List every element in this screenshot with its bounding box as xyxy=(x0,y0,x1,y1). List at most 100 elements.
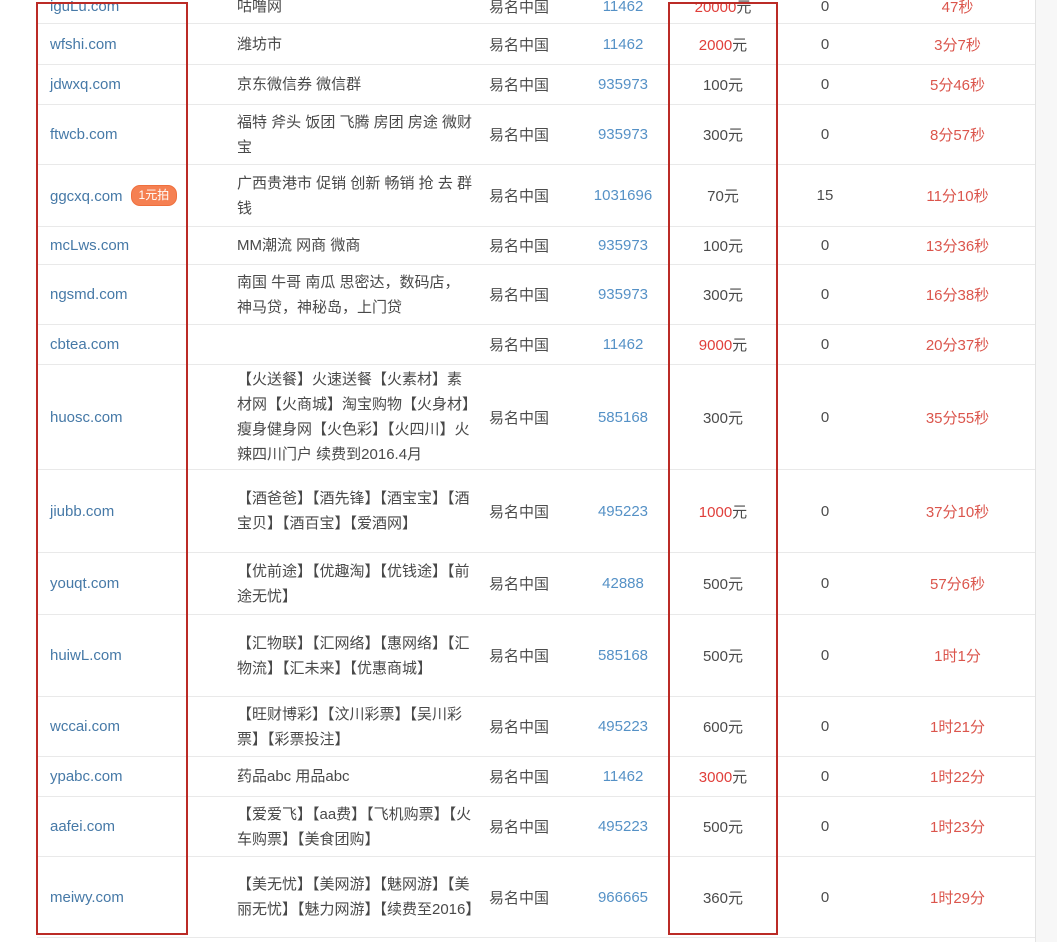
time-remaining: 37分10秒 xyxy=(925,503,990,521)
price-value: 2000 xyxy=(698,36,733,54)
domain-link[interactable]: iguLu.com xyxy=(50,0,120,15)
time-remaining-cell: 1时21分 xyxy=(880,716,1035,737)
bid-count: 0 xyxy=(820,0,830,15)
platform-label: 易名中国 xyxy=(489,648,550,665)
price-cell: 100元 xyxy=(676,235,770,256)
domain-link[interactable]: ftwcb.com xyxy=(50,126,118,143)
table-row: ggcxq.com 1元拍 广西贵港市 促销 创新 畅销 抢 去 群钱 易名中国 103… xyxy=(37,165,1035,227)
domain-cell: huosc.com xyxy=(37,409,217,426)
seller-id-link[interactable]: 1031696 xyxy=(593,187,653,204)
domain-link[interactable]: ngsmd.com xyxy=(50,286,128,303)
platform-label: 易名中国 xyxy=(489,719,550,736)
seller-id-link[interactable]: 11462 xyxy=(602,0,644,15)
seller-id-link[interactable]: 935973 xyxy=(597,237,649,254)
domain-link[interactable]: ypabc.com xyxy=(50,768,123,785)
domain-link[interactable]: jiubb.com xyxy=(50,502,115,520)
seller-id-cell: 495223 xyxy=(570,818,676,835)
seller-id-link[interactable]: 495223 xyxy=(597,502,649,520)
description-text: 【汇物联】【汇网络】【惠网络】【汇物流】【汇未来】【优惠商城】 xyxy=(237,634,470,677)
description-text: 药品abc 用品abc xyxy=(237,768,350,785)
price-cell: 300元 xyxy=(676,407,770,428)
table-row: huiwL.com 【汇物联】【汇网络】【惠网络】【汇物流】【汇未来】【优惠商城】… xyxy=(37,615,1035,697)
bid-count-cell: 0 xyxy=(770,126,880,143)
platform-label: 易名中国 xyxy=(489,337,550,354)
domain-link[interactable]: wfshi.com xyxy=(50,35,117,53)
platform-label: 易名中国 xyxy=(489,769,550,786)
domain-link[interactable]: huiwL.com xyxy=(50,647,122,664)
domain-link[interactable]: wccai.com xyxy=(50,718,121,735)
time-remaining: 20分37秒 xyxy=(925,337,990,354)
domain-link[interactable]: youqt.com xyxy=(50,575,120,592)
platform-cell: 易名中国 xyxy=(480,766,570,787)
time-remaining: 5分46秒 xyxy=(929,77,986,94)
description-cell: 【火送餐】火速送餐【火素材】素材网【火商城】淘宝购物【火身材】瘦身健身网【火色彩… xyxy=(217,367,480,467)
bid-count-cell: 0 xyxy=(770,503,880,520)
price-unit-label: 元 xyxy=(732,36,748,54)
bid-count: 0 xyxy=(820,768,830,785)
seller-id-link[interactable]: 11462 xyxy=(602,768,644,785)
domain-link[interactable]: mcLws.com xyxy=(50,237,130,254)
seller-id-cell: 42888 xyxy=(570,575,676,592)
description-cell: 【优前途】【优趣淘】【优钱途】【前途无忧】 xyxy=(217,559,480,609)
domain-link[interactable]: jdwxq.com xyxy=(50,76,121,93)
price-unit-label: 元 xyxy=(732,337,748,354)
domain-link[interactable]: cbtea.com xyxy=(50,336,120,353)
description-cell: MM潮流 网商 微商 xyxy=(217,233,480,258)
price-value: 300 xyxy=(702,409,728,427)
platform-cell: 易名中国 xyxy=(480,501,570,522)
domain-link[interactable]: huosc.com xyxy=(50,408,123,426)
time-remaining: 35分55秒 xyxy=(925,409,990,427)
seller-id-link[interactable]: 585168 xyxy=(597,408,649,426)
seller-id-cell: 11462 xyxy=(570,768,676,785)
seller-id-link[interactable]: 585168 xyxy=(597,647,649,664)
price-unit-label: 元 xyxy=(728,127,744,144)
time-remaining: 3分7秒 xyxy=(934,36,981,54)
page-right-margin xyxy=(1035,0,1057,942)
description-text: 潍坊市 xyxy=(237,35,283,53)
bid-count-cell: 0 xyxy=(770,768,880,785)
seller-id-link[interactable]: 11462 xyxy=(602,336,644,353)
platform-label: 易名中国 xyxy=(489,36,550,54)
description-text: 京东微信券 微信群 xyxy=(237,76,362,93)
platform-label: 易名中国 xyxy=(489,409,550,427)
table-row: jdwxq.com 京东微信券 微信群 易名中国 935973 100元 0 5分46秒 xyxy=(37,65,1035,105)
description-text: 【酒爸爸】【酒先锋】【酒宝宝】【酒宝贝】【酒百宝】【爱酒网】 xyxy=(237,490,470,532)
seller-id-link[interactable]: 935973 xyxy=(597,286,649,303)
description-text: 【爱爱飞】【aa费】【飞机购票】【火车购票】【美食团购】 xyxy=(237,805,472,848)
price-value: 500 xyxy=(702,648,728,665)
seller-id-link[interactable]: 935973 xyxy=(597,126,649,143)
domain-cell: cbtea.com xyxy=(37,336,217,353)
price-unit-label: 元 xyxy=(728,576,744,593)
domain-link[interactable]: meiwy.com xyxy=(50,888,124,906)
time-remaining-cell: 20分37秒 xyxy=(880,334,1035,355)
seller-id-link[interactable]: 966665 xyxy=(597,888,649,906)
description-cell: 【汇物联】【汇网络】【惠网络】【汇物流】【汇未来】【优惠商城】 xyxy=(217,631,480,681)
bid-count-cell: 0 xyxy=(770,718,880,735)
seller-id-link[interactable]: 42888 xyxy=(602,575,644,592)
platform-cell: 易名中国 xyxy=(480,334,570,355)
domain-link[interactable]: aafei.com xyxy=(50,818,116,835)
domain-cell: ngsmd.com xyxy=(37,286,217,303)
seller-id-link[interactable]: 495223 xyxy=(597,718,649,735)
time-remaining: 1时1分 xyxy=(934,648,981,665)
domain-cell: huiwL.com xyxy=(37,647,217,664)
seller-id-link[interactable]: 495223 xyxy=(597,818,649,835)
price-cell: 600元 xyxy=(676,716,770,737)
description-cell: 【爱爱飞】【aa费】【飞机购票】【火车购票】【美食团购】 xyxy=(217,802,480,852)
time-remaining-cell: 16分38秒 xyxy=(880,284,1035,305)
time-remaining-cell: 1时29分 xyxy=(880,887,1035,908)
domain-link[interactable]: ggcxq.com xyxy=(50,188,123,205)
platform-cell: 易名中国 xyxy=(480,887,570,908)
platform-cell: 易名中国 xyxy=(480,716,570,737)
time-remaining-cell: 1时22分 xyxy=(880,766,1035,787)
price-value: 600 xyxy=(702,719,728,736)
seller-id-link[interactable]: 935973 xyxy=(597,76,649,93)
seller-id-link[interactable]: 11462 xyxy=(602,35,644,53)
price-cell: 70元 xyxy=(676,185,770,206)
bid-count-cell: 0 xyxy=(770,336,880,353)
bid-count: 0 xyxy=(820,336,830,353)
seller-id-cell: 935973 xyxy=(570,126,676,143)
description-text: 【优前途】【优趣淘】【优钱途】【前途无忧】 xyxy=(237,562,470,605)
price-value: 20000 xyxy=(694,0,737,16)
